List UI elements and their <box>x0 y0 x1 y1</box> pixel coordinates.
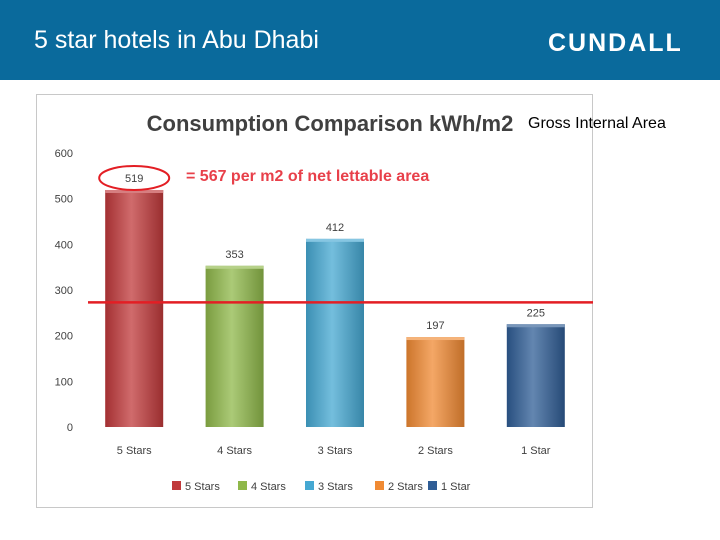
x-tick-label: 4 Stars <box>217 445 252 457</box>
data-label: 353 <box>225 249 243 261</box>
bar-1-star <box>506 324 565 427</box>
legend-label: 5 Stars <box>185 481 220 493</box>
bar-top-highlight <box>306 238 364 242</box>
data-label: 225 <box>527 307 545 319</box>
y-tick-label: 600 <box>55 148 73 160</box>
bar-2-stars <box>406 337 465 427</box>
legend-swatch <box>172 481 181 490</box>
chart-title: Consumption Comparison kWh/m2 <box>147 111 514 136</box>
x-tick-label: 3 Stars <box>318 445 353 457</box>
slide-title: 5 star hotels in Abu Dhabi <box>34 26 319 54</box>
company-logo: CUNDALL <box>548 29 683 57</box>
y-tick-label: 500 <box>55 194 73 206</box>
legend-label: 3 Stars <box>318 481 353 493</box>
bar-top-highlight <box>406 337 465 341</box>
legend-swatch <box>428 481 437 490</box>
legend-label: 2 Stars <box>388 481 423 493</box>
legend-swatch <box>375 481 384 490</box>
bar-top-highlight <box>205 265 264 269</box>
y-tick-label: 300 <box>55 285 73 297</box>
y-tick-label: 200 <box>55 331 73 343</box>
legend-label: 1 Star <box>441 481 471 493</box>
x-tick-label: 2 Stars <box>418 445 453 457</box>
data-label: 519 <box>125 173 143 185</box>
bar-3-stars <box>306 238 364 427</box>
bar-4-stars <box>205 265 264 427</box>
highlight-ellipse <box>98 164 171 191</box>
legend-label: 4 Stars <box>251 481 286 493</box>
data-label: 197 <box>426 320 444 332</box>
net-lettable-area-annotation: = 567 per m2 of net lettable area <box>186 168 430 185</box>
x-tick-label: 5 Stars <box>117 445 152 457</box>
data-label: 412 <box>326 222 344 234</box>
y-tick-label: 400 <box>55 239 73 251</box>
legend-swatch <box>238 481 247 490</box>
gross-internal-area-note: Gross Internal Area <box>528 115 666 132</box>
legend-swatch <box>305 481 314 490</box>
header-bar: 5 star hotels in Abu Dhabi CUNDALL <box>0 0 720 80</box>
bar-top-highlight <box>105 189 164 193</box>
y-tick-label: 0 <box>67 422 73 434</box>
bar-top-highlight <box>506 324 565 328</box>
bar-5-stars <box>105 189 164 427</box>
y-tick-label: 100 <box>55 376 73 388</box>
x-tick-label: 1 Star <box>521 445 551 457</box>
